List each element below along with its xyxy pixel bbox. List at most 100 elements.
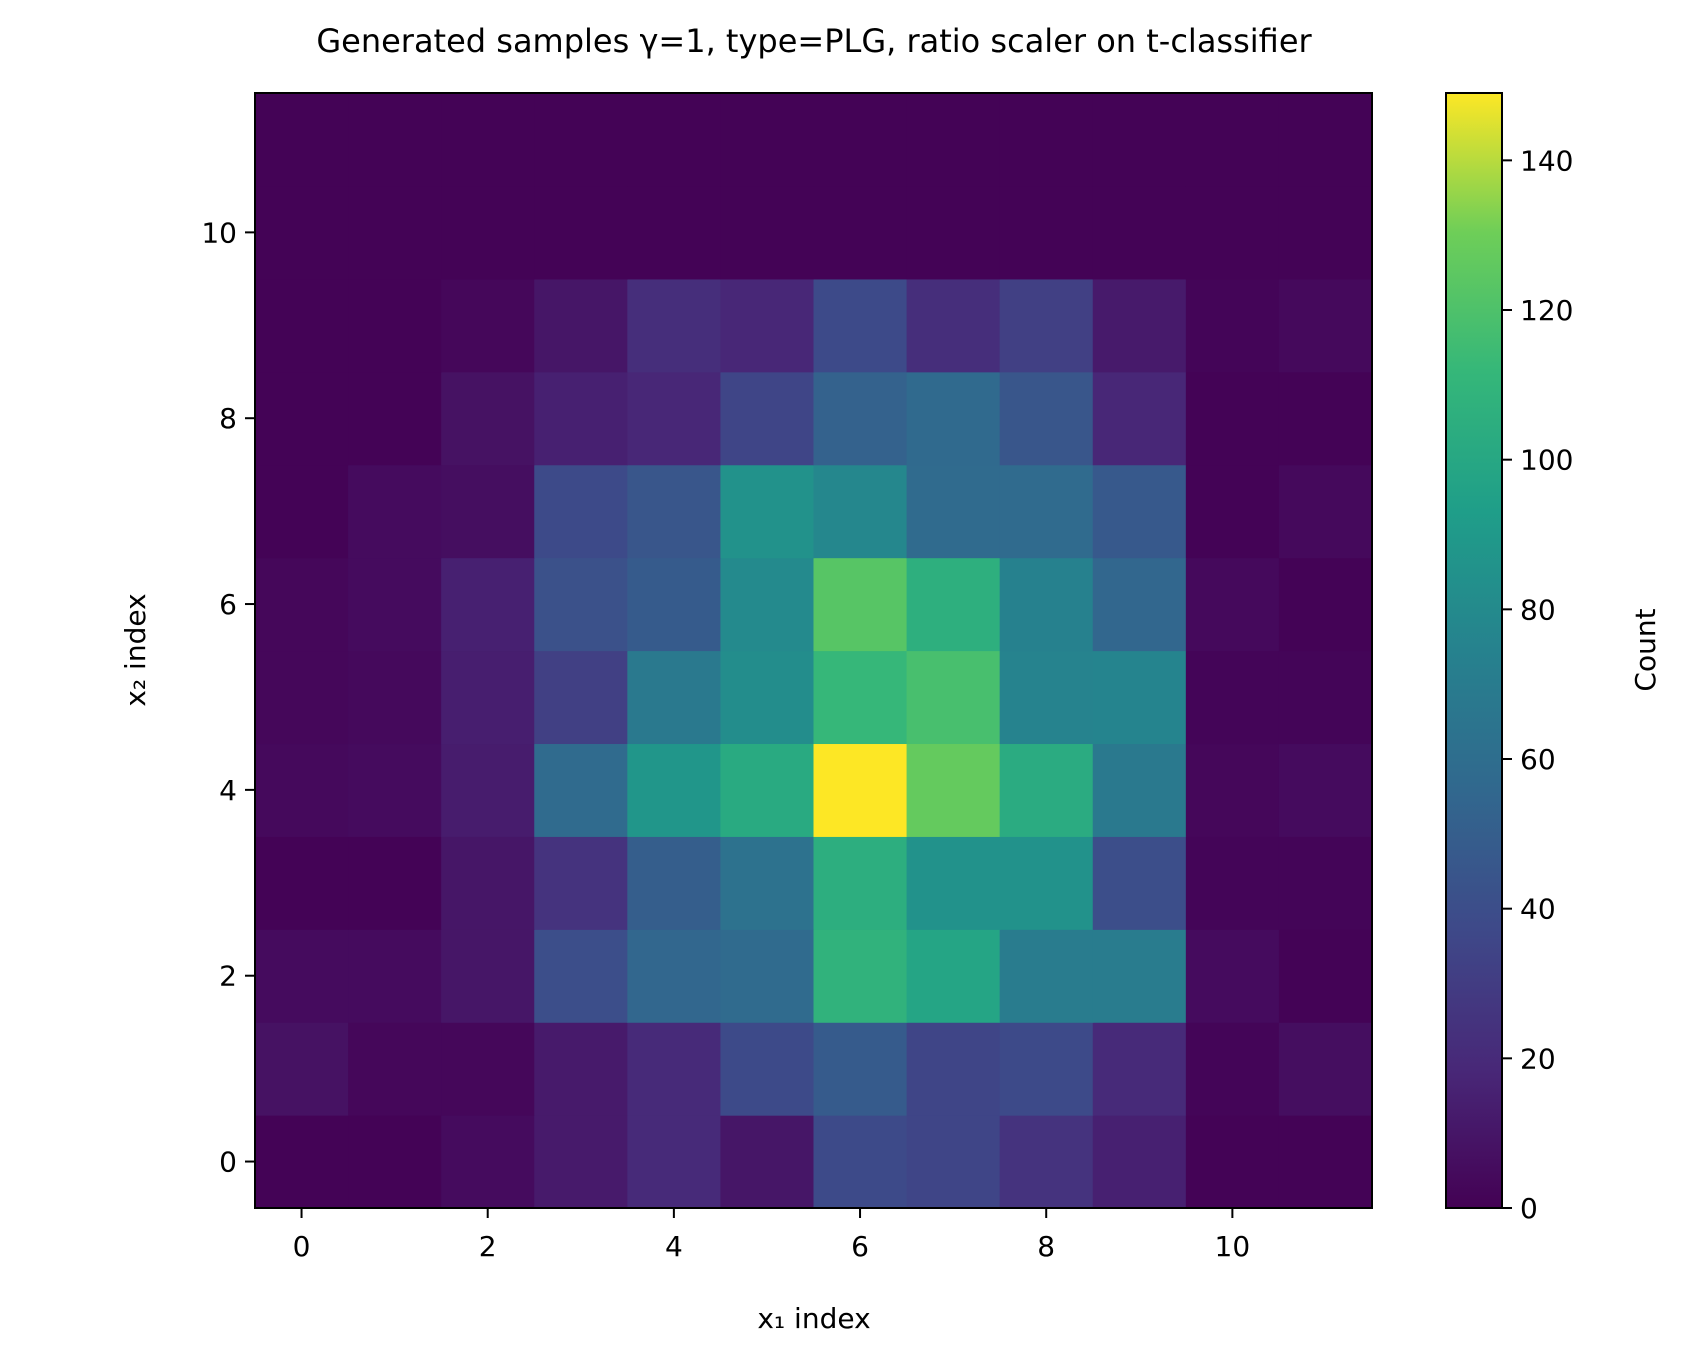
heatmap-cell (813, 371, 908, 466)
heatmap-cell (999, 929, 1094, 1023)
colorbar-tick-label: 120 (1520, 294, 1573, 327)
colorbar-tick-label: 60 (1520, 743, 1556, 776)
heatmap-cell (441, 743, 535, 837)
colorbar-tick-label: 80 (1520, 593, 1556, 626)
y-tick-label: 10 (201, 216, 237, 249)
heatmap-cell (534, 929, 628, 1023)
heatmap-cell (348, 929, 442, 1023)
heatmap-cell (534, 464, 628, 559)
heatmap-cell (441, 836, 535, 930)
heatmap-cell (534, 557, 628, 652)
heatmap-cell (534, 371, 628, 466)
heatmap-cell (720, 278, 815, 373)
heatmap-cell (720, 557, 815, 652)
heatmap-cell (441, 93, 535, 187)
heatmap-cell (534, 93, 628, 187)
heatmap-cell (906, 371, 1001, 466)
heatmap-cell (255, 278, 349, 373)
heatmap-cell (441, 929, 535, 1023)
heatmap-cell (441, 1022, 535, 1116)
y-axis-label: x₂ index (119, 593, 152, 706)
heatmap-cell (348, 836, 442, 930)
heatmap-cell (627, 929, 722, 1023)
heatmap-cell (999, 1022, 1094, 1116)
heatmap-cell (627, 93, 722, 187)
heatmap-cell (255, 1115, 349, 1209)
heatmap-cell (348, 93, 442, 187)
heatmap-cell (813, 185, 908, 280)
heatmap-cell (441, 278, 535, 373)
heatmap-cell (534, 1115, 628, 1209)
colorbar-label: Count (1629, 608, 1662, 691)
heatmap-cell (906, 1115, 1001, 1209)
colorbar-tick-label: 40 (1520, 893, 1556, 926)
heatmap-cell (1278, 743, 1373, 837)
heatmap-cell (1278, 650, 1373, 745)
heatmap-cell (1092, 929, 1187, 1023)
heatmap-cell (627, 371, 722, 466)
colorbar (1445, 92, 1503, 1209)
heatmap-cell (534, 278, 628, 373)
y-tick-label: 8 (219, 402, 237, 435)
heatmap-cell (348, 185, 442, 280)
heatmap-cell (627, 743, 722, 837)
y-tick-label: 4 (219, 774, 237, 807)
heatmap-cell (441, 185, 535, 280)
heatmap-cell (906, 278, 1001, 373)
heatmap-cell (999, 650, 1094, 745)
heatmap-cell (813, 1022, 908, 1116)
heatmap-cell (1185, 836, 1280, 930)
colorbar-ticks: 0 20 40 60 80 100 120 140 (1502, 144, 1573, 1225)
heatmap-cell (999, 836, 1094, 930)
heatmap-cell (1278, 93, 1373, 187)
heatmap-cell (1185, 650, 1280, 745)
x-axis-label: x₁ index (757, 1302, 870, 1335)
x-tick-label: 10 (1215, 1230, 1251, 1263)
heatmap-cell (999, 278, 1094, 373)
heatmap-cell (813, 743, 908, 837)
heatmap-cell (441, 557, 535, 652)
heatmap-cell (1185, 743, 1280, 837)
heatmap-cell (999, 371, 1094, 466)
heatmap-cell (1092, 93, 1187, 187)
heatmap-cell (627, 464, 722, 559)
heatmap-cell (720, 1115, 815, 1209)
heatmap-cell (999, 1115, 1094, 1209)
heatmap-cell (441, 650, 535, 745)
heatmap-cell (1092, 185, 1187, 280)
heatmap-cell (1185, 464, 1280, 559)
heatmap-cell (255, 836, 349, 930)
heatmap-cell (441, 464, 535, 559)
heatmap-cell (720, 464, 815, 559)
heatmap-cell (999, 557, 1094, 652)
heatmap-cell (906, 1022, 1001, 1116)
x-tick-label: 6 (851, 1230, 869, 1263)
heatmap-cell (534, 650, 628, 745)
chart-title: Generated samples γ=1, type=PLG, ratio s… (316, 22, 1312, 60)
colorbar-tick-label: 20 (1520, 1042, 1556, 1075)
colorbar-tick-label: 140 (1520, 144, 1573, 177)
heatmap-cell (1092, 557, 1187, 652)
y-axis-ticks: 0 2 4 6 8 10 (201, 216, 255, 1179)
heatmap-cell (441, 371, 535, 466)
heatmap-cell (1185, 371, 1280, 466)
heatmap-cell (906, 93, 1001, 187)
heatmap-cell (255, 929, 349, 1023)
heatmap-cell (1278, 185, 1373, 280)
heatmap-cell (720, 929, 815, 1023)
heatmap-cell (255, 1022, 349, 1116)
heatmap-cell (534, 743, 628, 837)
heatmap-cell (906, 185, 1001, 280)
heatmap-cell (627, 1115, 722, 1209)
heatmap-cell (1185, 1022, 1280, 1116)
heatmap-cell (720, 371, 815, 466)
heatmap-cell (348, 1115, 442, 1209)
heatmap-cell (441, 1115, 535, 1209)
heatmap-cell (534, 185, 628, 280)
heatmap-cell (348, 743, 442, 837)
heatmap-cell (255, 650, 349, 745)
heatmap-cell (1185, 185, 1280, 280)
heatmap-cell (906, 743, 1001, 837)
heatmap-cell (1092, 836, 1187, 930)
